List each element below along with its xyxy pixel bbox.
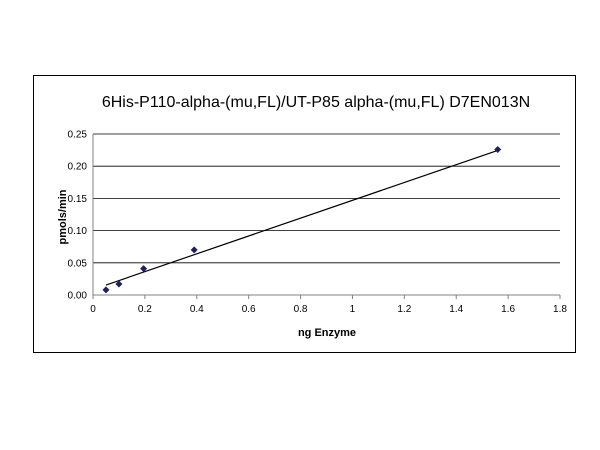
y-tick-label: 0.00 [68,291,88,302]
x-axis-label: ng Enzyme [298,327,356,339]
x-tick-label: 1.2 [397,304,411,315]
y-tick-label: 0.20 [68,162,88,173]
x-tick-labels: 0 0.2 0.4 0.6 0.8 1 1.2 1.4 1.6 1.8 [90,304,567,315]
x-tick-label: 0.2 [138,304,152,315]
x-tick-label: 1.6 [501,304,515,315]
y-tick-label: 0.10 [68,226,88,237]
y-tick-labels: 0.00 0.05 0.10 0.15 0.20 0.25 [68,130,88,302]
x-tick-label: 0.8 [294,304,308,315]
trendline [105,149,498,286]
x-tick-label: 1.8 [553,304,567,315]
y-tick-label: 0.25 [68,130,88,141]
x-tick-label: 1 [350,304,356,315]
data-point [190,246,198,254]
data-point [494,145,502,153]
trendline-group [105,149,498,286]
data-points [102,145,502,294]
x-tick-label: 0 [90,304,96,315]
chart-frame [33,75,576,353]
y-tick-label: 0.05 [68,258,88,269]
x-tick-label: 1.4 [449,304,463,315]
data-point [102,286,110,294]
chart-title: 6His-P110-alpha-(mu,FL)/UT-P85 alpha-(mu… [102,94,530,111]
data-point [140,265,148,273]
y-tick-label: 0.15 [68,194,88,205]
x-tick-label: 0.6 [242,304,256,315]
x-tick-label: 0.4 [190,304,204,315]
axes [92,134,561,299]
data-point [115,280,123,288]
y-axis-label: pmols/min [57,189,69,244]
